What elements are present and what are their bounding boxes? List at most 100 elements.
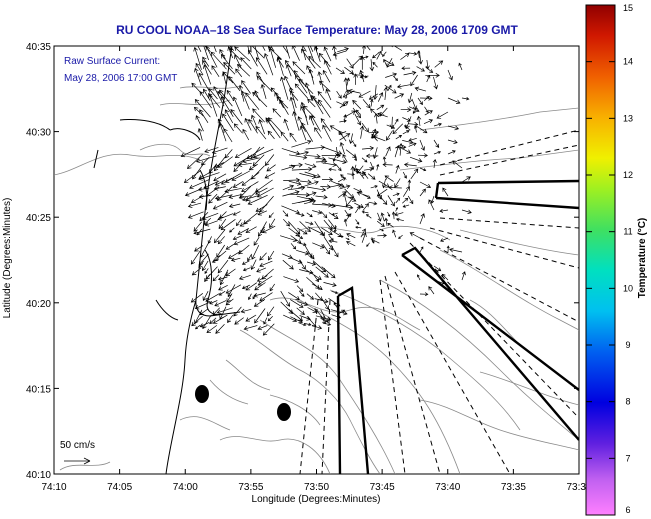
current-vector [307, 46, 315, 63]
current-vector [198, 172, 220, 181]
current-vector [252, 154, 265, 167]
current-vector [289, 132, 297, 143]
y-tick-label: 40:30 [26, 128, 51, 139]
current-vector [359, 69, 365, 83]
current-vector [247, 49, 258, 67]
current-vector [308, 115, 315, 126]
current-vector [290, 243, 297, 250]
x-tick-label: 73:50 [304, 482, 329, 493]
current-vector [241, 172, 260, 186]
current-vector [285, 46, 291, 59]
current-vector [419, 139, 426, 151]
current-vector [210, 51, 227, 70]
current-vector [402, 204, 410, 208]
current-vector [205, 293, 220, 302]
current-vector [214, 300, 227, 307]
current-vector [377, 112, 388, 118]
current-vector [213, 162, 225, 168]
current-vector [197, 46, 202, 52]
current-vector [230, 257, 241, 262]
current-vector [195, 115, 204, 132]
current-vector [322, 322, 332, 327]
current-vector [269, 218, 276, 229]
current-vector [198, 260, 204, 269]
current-vector [225, 268, 236, 277]
current-vector [257, 275, 273, 286]
current-vector [370, 99, 374, 107]
current-vector [245, 314, 257, 322]
current-vector [392, 192, 400, 197]
current-vector [220, 219, 236, 231]
current-vector [408, 51, 418, 56]
current-vector [336, 91, 342, 99]
current-vector [213, 46, 217, 53]
current-vector [367, 173, 376, 180]
current-vector [337, 177, 346, 183]
current-vector [257, 210, 268, 216]
current-vector [280, 76, 289, 100]
current-vector [217, 236, 225, 245]
current-vector [298, 150, 309, 156]
current-vector [342, 192, 347, 203]
current-vector [403, 162, 417, 168]
current-vector [343, 77, 349, 91]
current-vector [200, 242, 210, 258]
current-vector [382, 162, 393, 167]
current-vector [452, 160, 463, 169]
current-vector [211, 147, 228, 155]
current-vector [381, 178, 387, 189]
current-vector [355, 168, 365, 179]
current-vector [382, 156, 387, 164]
current-vector [398, 143, 404, 156]
island-marker [195, 385, 209, 403]
current-vector [253, 299, 266, 307]
current-vector [194, 324, 201, 330]
colorbar-tick-label: 12 [623, 170, 633, 180]
current-vector [255, 125, 267, 140]
current-vector [304, 163, 317, 169]
current-vector [295, 74, 308, 94]
current-vector [297, 301, 309, 307]
current-vector [260, 226, 265, 234]
current-vector [416, 274, 421, 281]
current-vector [300, 101, 309, 126]
current-vector [280, 131, 289, 142]
current-vector [202, 88, 211, 101]
current-vector [325, 88, 332, 101]
current-vector [290, 257, 303, 264]
current-vector [346, 213, 352, 221]
current-vector [299, 179, 312, 185]
current-vector [352, 99, 362, 110]
current-vector [238, 195, 251, 200]
current-vector [190, 250, 201, 265]
current-vector [213, 173, 227, 182]
current-vector [264, 172, 276, 179]
current-vector [332, 46, 337, 60]
current-vector [299, 125, 307, 141]
current-vector [370, 184, 378, 189]
current-vector [299, 260, 306, 270]
current-vector [436, 111, 449, 119]
y-tick-label: 40:10 [26, 470, 51, 481]
current-vector [305, 221, 314, 226]
current-vector [248, 118, 258, 134]
current-vector [282, 184, 295, 191]
current-vector [408, 122, 419, 127]
current-vector [388, 185, 402, 190]
current-vector [395, 217, 404, 222]
current-vector [289, 299, 304, 308]
current-vector [288, 309, 303, 322]
current-vector [208, 93, 218, 117]
current-vector [407, 195, 414, 205]
current-vector [225, 284, 242, 294]
current-vector [419, 95, 433, 101]
current-vector [343, 218, 348, 227]
x-tick-label: 73:35 [501, 482, 526, 493]
current-vector [295, 234, 304, 240]
current-vector [330, 244, 339, 258]
current-vector [229, 46, 235, 51]
current-vector [400, 52, 410, 60]
current-vector [395, 207, 398, 212]
current-vector [305, 191, 317, 197]
